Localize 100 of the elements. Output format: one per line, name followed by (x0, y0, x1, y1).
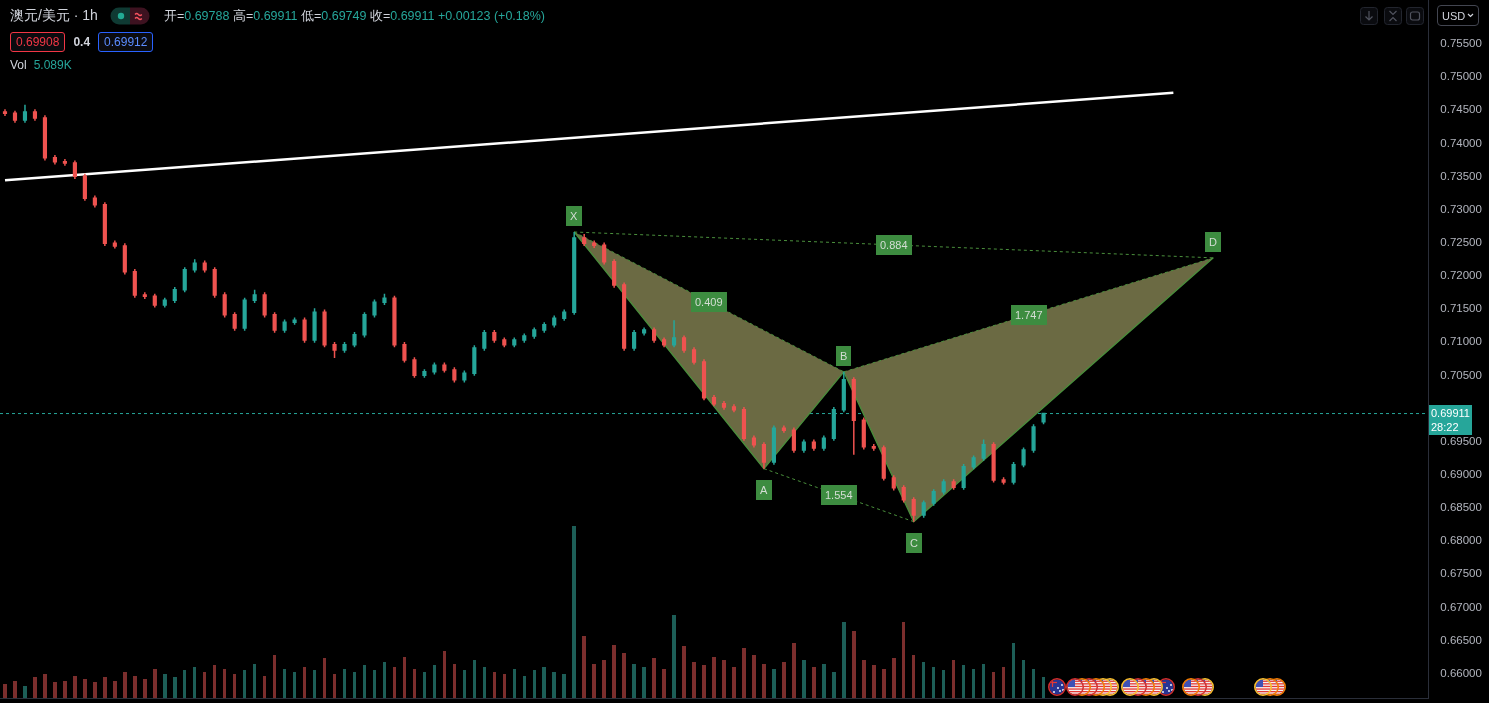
annotation: 0.69912 (98, 32, 154, 52)
candlestick (711, 394, 717, 408)
candlestick (292, 316, 297, 326)
candlestick (52, 154, 57, 166)
y-tick-label: 0.69000 (1440, 467, 1482, 480)
annotation: 1.554 (825, 489, 853, 501)
candlestick (1031, 423, 1036, 454)
candlestick (991, 441, 996, 484)
bar (153, 668, 157, 698)
candlestick (112, 239, 117, 250)
data-label: A (760, 484, 768, 496)
bar (612, 644, 616, 698)
candlestick (172, 286, 177, 304)
candlestick (82, 172, 87, 202)
candlestick (552, 314, 557, 329)
candlestick (532, 326, 537, 340)
bar (772, 668, 776, 698)
candlestick (22, 103, 28, 124)
candlestick (192, 258, 197, 274)
y-tick-label: 0.66000 (1440, 666, 1482, 679)
candlestick (332, 341, 337, 359)
candlestick (462, 369, 467, 384)
candlestick (252, 288, 257, 304)
candlestick (642, 326, 647, 337)
annotation: 0.4 (73, 35, 91, 49)
y-tick-label: 0.72500 (1440, 235, 1482, 248)
candlestick (232, 311, 237, 332)
candlestick (801, 438, 806, 454)
candlestick (132, 268, 137, 299)
candlestick (721, 400, 727, 411)
candlestick (572, 231, 577, 316)
candlestick (62, 158, 67, 167)
bar (802, 660, 806, 698)
candlestick (1001, 476, 1006, 486)
bar (792, 642, 796, 698)
candlestick (162, 296, 167, 309)
candlestick (871, 443, 876, 452)
candlestick (482, 329, 487, 352)
bar (672, 615, 676, 698)
y-tick-label: 0.70500 (1440, 368, 1482, 381)
data-label: B (840, 350, 848, 362)
candlestick (941, 478, 946, 496)
candlestick (761, 441, 767, 470)
candlestick (971, 454, 976, 471)
bar (103, 677, 107, 698)
candlestick (102, 201, 107, 247)
candlestick (402, 341, 407, 364)
bar (892, 658, 896, 698)
bar (572, 525, 576, 698)
candlestick (791, 426, 796, 454)
candlestick (92, 194, 97, 209)
candlestick (262, 291, 267, 319)
candlestick (472, 344, 477, 377)
candlestick (442, 361, 447, 374)
bar (632, 663, 636, 698)
bar (752, 654, 756, 698)
y-tick-label: 0.73500 (1440, 169, 1482, 182)
candlestick (751, 434, 757, 449)
y-tick-label: 0.67500 (1440, 567, 1482, 580)
text: 澳元/美元 · 1h (10, 7, 98, 25)
bar (702, 665, 706, 698)
bar (63, 680, 67, 698)
candlestick (152, 292, 157, 309)
text: 开=0.69788 高=0.69911 低=0.69749 收=0.69911 +0.00123 (+0.18%) (163, 7, 545, 25)
data-label: D (1209, 236, 1217, 248)
bar (682, 646, 686, 698)
candlestick (632, 329, 637, 352)
candlestick (352, 331, 357, 349)
bar (143, 679, 147, 698)
candlestick (841, 371, 846, 414)
candlestick (771, 424, 776, 466)
bar (552, 672, 556, 698)
bar (862, 660, 866, 698)
candlestick (861, 416, 866, 451)
candlestick (512, 336, 517, 349)
bar (43, 673, 47, 698)
bar (83, 679, 87, 698)
candlestick (122, 242, 127, 276)
bar (33, 677, 37, 698)
bar (742, 648, 746, 698)
bar (3, 684, 7, 698)
bar (722, 660, 726, 698)
candlestick (412, 356, 417, 379)
bar (582, 635, 586, 698)
candlestick (2, 108, 8, 117)
candlestick (302, 316, 307, 344)
bar (13, 680, 17, 698)
bar (782, 661, 786, 698)
bar (133, 675, 137, 698)
candlestick (681, 334, 687, 354)
candlestick (701, 358, 707, 402)
bar (53, 682, 57, 698)
candlestick (362, 311, 367, 339)
bar (692, 661, 696, 698)
candlestick (622, 281, 627, 352)
bar (852, 630, 856, 698)
candlestick (562, 308, 567, 322)
candlestick (322, 308, 327, 349)
bar (562, 673, 566, 698)
candlestick (671, 319, 677, 349)
